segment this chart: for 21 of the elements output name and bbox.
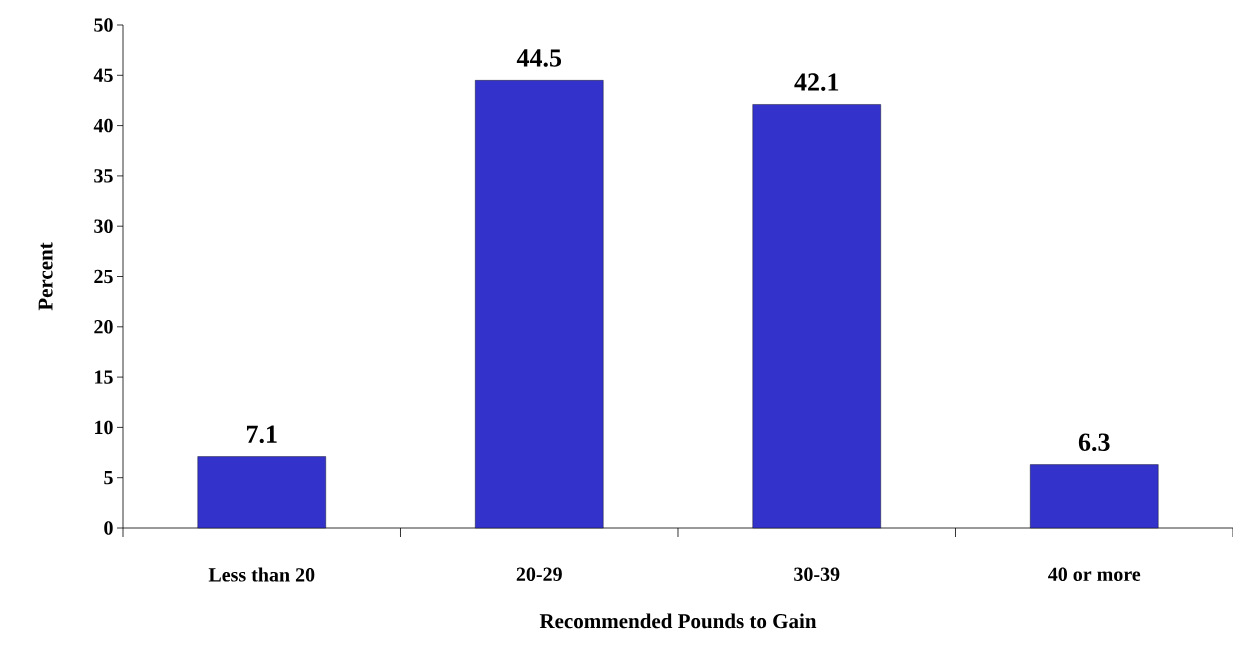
y-tick-label: 50: [94, 18, 113, 32]
x-tick-label: 40 or more: [1048, 567, 1141, 582]
y-tick-label: 25: [94, 269, 113, 284]
y-tick-label: 45: [93, 68, 113, 82]
y-tick-label: 35: [94, 169, 113, 183]
y-tick-label: 0: [104, 521, 113, 535]
y-tick-label: 30: [94, 219, 113, 233]
data-label: 44.5: [516, 49, 562, 67]
y-tick-label: 5: [104, 471, 113, 485]
y-axis-title: Percent: [38, 242, 53, 311]
x-axis-title: Recommended Pounds to Gain: [539, 613, 817, 629]
data-label: 42.1: [794, 73, 839, 91]
data-label: 7.1: [246, 425, 277, 444]
x-tick-label: 30-39: [794, 567, 840, 582]
y-tick-label: 15: [95, 370, 113, 384]
y-tick-label: 40: [93, 118, 113, 133]
x-tick-label: Less than 20: [208, 567, 315, 582]
data-label: 6.3: [1078, 433, 1110, 452]
y-tick-label: 10: [95, 420, 113, 435]
y-tick-label: 20: [94, 320, 113, 334]
x-tick-label: 20-29: [516, 567, 562, 582]
